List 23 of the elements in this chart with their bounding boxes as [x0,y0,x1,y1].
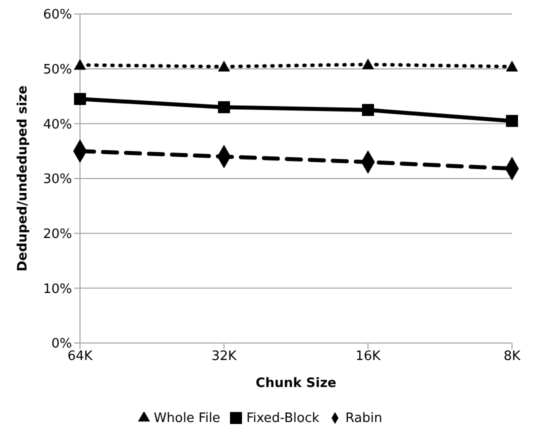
y-axis-title: Deduped/undeduped size [16,85,31,272]
y-tick-label: 10% [43,282,72,297]
point [506,60,518,72]
point [362,104,374,116]
legend-label: Rabin [345,411,382,426]
point [506,114,518,127]
x-tick-label: 16K [355,349,382,364]
x-tick-label: 64K [67,349,94,364]
x-axis-title: Chunk Size [256,376,337,391]
point [74,92,86,105]
y-tick-label: 50% [43,62,72,78]
y-tick-label: 40% [43,117,72,132]
y-tick-label: 20% [43,226,72,242]
legend-label: Fixed-Block [246,411,320,426]
y-tick-label: 60% [43,8,72,23]
y-tick-label: 0% [51,336,72,352]
y-tick-label: 30% [43,172,72,188]
point [218,60,230,72]
point [218,101,230,114]
x-tick-label: 8K [504,349,521,364]
point [362,58,374,70]
x-tick-label: 32K [211,349,238,364]
legend-label: Whole File [154,411,220,426]
